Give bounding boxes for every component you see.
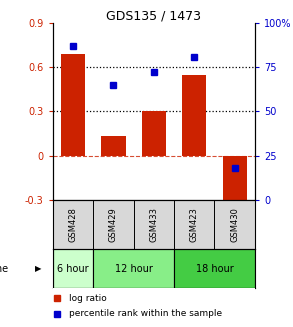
Text: GSM430: GSM430 xyxy=(230,207,239,242)
Text: 18 hour: 18 hour xyxy=(196,264,233,274)
Text: 6 hour: 6 hour xyxy=(57,264,89,274)
Bar xyxy=(142,112,166,156)
Bar xyxy=(182,75,206,156)
Text: percentile rank within the sample: percentile rank within the sample xyxy=(69,309,222,318)
Bar xyxy=(174,249,255,288)
Bar xyxy=(101,136,125,156)
Bar xyxy=(223,156,247,203)
Bar xyxy=(61,54,85,156)
Text: GSM429: GSM429 xyxy=(109,207,118,242)
Text: ▶: ▶ xyxy=(35,264,41,273)
Text: GSM423: GSM423 xyxy=(190,207,199,242)
Text: log ratio: log ratio xyxy=(69,294,107,303)
Text: GSM433: GSM433 xyxy=(149,207,158,242)
Bar xyxy=(93,249,174,288)
Text: time: time xyxy=(0,264,9,274)
Bar xyxy=(53,249,93,288)
Title: GDS135 / 1473: GDS135 / 1473 xyxy=(106,10,201,23)
Text: GSM428: GSM428 xyxy=(69,207,77,242)
Text: 12 hour: 12 hour xyxy=(115,264,153,274)
